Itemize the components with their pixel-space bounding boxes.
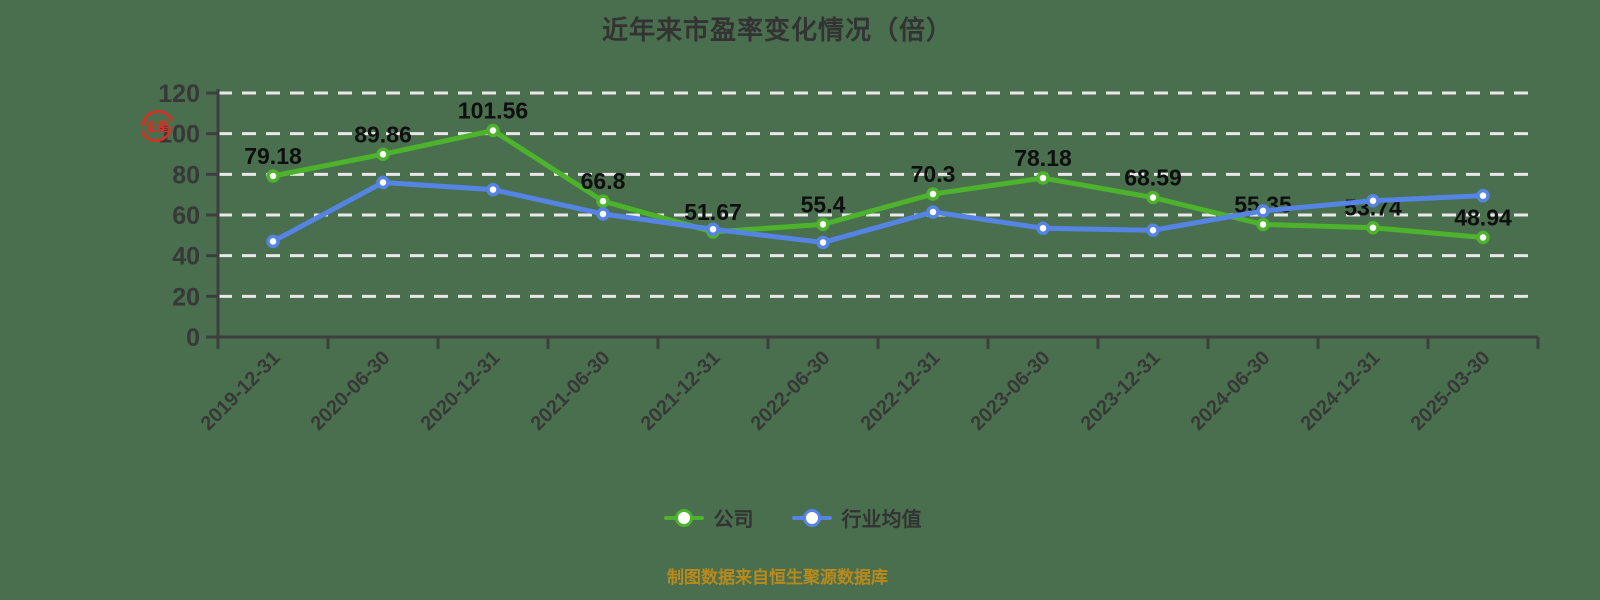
data-source-caption: 制图数据来自恒生聚源数据库: [667, 568, 888, 587]
data-point-公司-2022-06-30[interactable]: [816, 217, 830, 232]
legend-item-industry-average[interactable]: 行业均值: [791, 503, 922, 532]
legend-label-industry-average: 行业均值: [841, 509, 922, 531]
data-point-公司-2025-03-30[interactable]: [1476, 230, 1490, 245]
data-label: 101.56: [458, 97, 528, 123]
data-label: 89.86: [354, 121, 412, 147]
data-point-公司-2020-12-31[interactable]: [486, 123, 500, 138]
legend-item-company[interactable]: 公司: [663, 503, 754, 532]
x-category-label: 2023-12-31: [1077, 347, 1165, 435]
data-point-行业均值-2021-12-31[interactable]: [706, 222, 720, 236]
data-label: 51.67: [684, 199, 742, 225]
series-line-行业均值: [270, 179, 1486, 245]
y-tick-label: 100: [158, 121, 200, 149]
data-label: 78.18: [1014, 145, 1072, 171]
data-point-行业均值-2024-12-31[interactable]: [1366, 194, 1380, 208]
red-seal-icon: 证星: [140, 110, 174, 142]
data-point-行业均值-2025-03-30[interactable]: [1476, 188, 1490, 203]
data-label: 48.94: [1454, 204, 1512, 230]
x-category-label: 2025-03-30: [1407, 347, 1495, 435]
legend: 公司 行业均值: [0, 503, 1585, 532]
data-label: 79.18: [244, 143, 302, 169]
data-point-行业均值-2020-06-30[interactable]: [376, 175, 390, 190]
y-tick-label: 40: [172, 243, 200, 271]
data-point-行业均值-2022-06-30[interactable]: [816, 235, 830, 250]
data-point-行业均值-2020-12-31[interactable]: [486, 182, 500, 197]
data-point-公司-2024-12-31[interactable]: [1366, 220, 1380, 235]
data-point-行业均值-2023-12-31[interactable]: [1146, 223, 1160, 237]
x-category-label: 2024-06-30: [1187, 347, 1275, 435]
data-point-公司-2024-06-30[interactable]: [1256, 217, 1270, 232]
legend-label-company: 公司: [713, 509, 754, 531]
data-point-公司-2021-06-30[interactable]: [596, 194, 610, 208]
y-tick-label: 20: [172, 283, 200, 311]
data-label: 55.4: [801, 191, 846, 217]
x-category-label: 2022-06-30: [747, 347, 835, 435]
x-category-label: 2022-12-31: [857, 347, 945, 435]
data-label: 70.3: [911, 161, 956, 187]
data-label: 68.59: [1124, 165, 1182, 191]
data-point-公司-2023-12-31[interactable]: [1146, 190, 1160, 205]
chart-title: 近年来市盈率变化情况（倍）: [601, 15, 953, 45]
data-point-行业均值-2024-06-30[interactable]: [1256, 204, 1270, 218]
data-point-公司-2019-12-31[interactable]: [266, 169, 280, 183]
data-point-行业均值-2022-12-31[interactable]: [926, 205, 940, 219]
series-line-公司: [270, 127, 1486, 240]
x-category-label: 2024-12-31: [1297, 347, 1385, 435]
data-point-行业均值-2021-06-30[interactable]: [596, 207, 610, 221]
x-category-label: 2023-06-30: [967, 347, 1055, 435]
x-category-label: 2021-06-30: [527, 347, 615, 435]
y-tick-label: 80: [172, 161, 200, 189]
data-point-公司-2020-06-30[interactable]: [376, 147, 390, 162]
data-point-公司-2022-12-31[interactable]: [926, 187, 940, 201]
svg-text:证星: 证星: [145, 120, 169, 134]
y-tick-label: 120: [158, 80, 200, 108]
x-category-label: 2020-06-30: [307, 347, 395, 435]
x-category-label: 2020-12-31: [417, 347, 505, 435]
data-point-公司-2023-06-30[interactable]: [1036, 171, 1050, 185]
y-tick-label: 60: [172, 202, 200, 230]
company-series-marker-icon: [663, 508, 704, 527]
data-label: 66.8: [581, 168, 626, 194]
x-category-label: 2019-12-31: [197, 347, 285, 435]
data-point-行业均值-2019-12-31[interactable]: [266, 234, 280, 249]
x-category-label: 2021-12-31: [637, 347, 725, 435]
y-tick-label: 0: [186, 324, 200, 352]
data-point-行业均值-2023-06-30[interactable]: [1036, 221, 1050, 235]
industry-series-marker-icon: [791, 508, 832, 527]
